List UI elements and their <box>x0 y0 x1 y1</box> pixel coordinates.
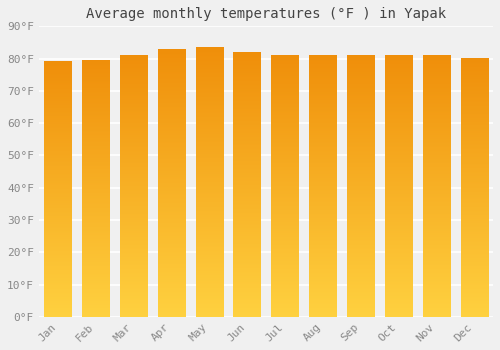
Title: Average monthly temperatures (°F ) in Yapak: Average monthly temperatures (°F ) in Ya… <box>86 7 446 21</box>
